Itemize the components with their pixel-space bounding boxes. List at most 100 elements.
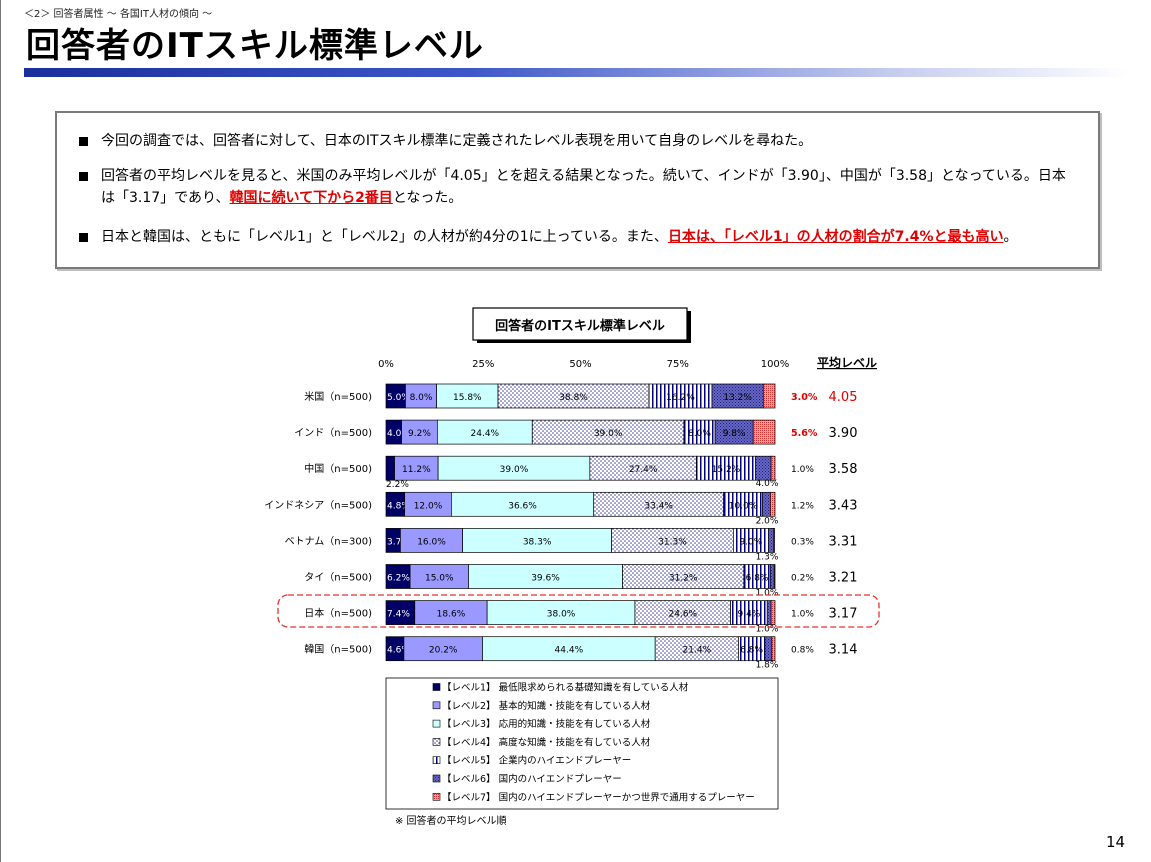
bullet-square-icon	[79, 137, 88, 146]
data-label: 12.0%	[414, 501, 443, 511]
average-level-value: 3.17	[829, 607, 858, 622]
bar-segment	[752, 419, 776, 445]
data-label: 31.3%	[658, 537, 687, 547]
summary-bullet-3-highlight: 日本は、「レベル1」の人材の割合が7.4%と最も高い	[667, 229, 1004, 245]
bar-segment	[468, 564, 623, 589]
data-label: 20.2%	[429, 646, 458, 656]
data-label: 39.6%	[531, 574, 560, 584]
data-label: 38.8%	[559, 393, 588, 403]
bar-segment	[401, 419, 438, 445]
data-label: 8.0%	[688, 429, 711, 439]
bar-segment	[762, 383, 776, 409]
legend-swatch	[432, 792, 441, 801]
bar-segment	[385, 600, 416, 625]
summary-bullet-2: 回答者の平均レベルを見ると、米国のみ平均レベルが「4.05」とを超える結果となっ…	[79, 165, 1079, 209]
bar-segment	[773, 564, 776, 589]
data-label: 1.0%	[756, 625, 779, 635]
data-label: 31.2%	[669, 574, 698, 584]
bar-segment	[766, 600, 772, 625]
bar-segment	[738, 636, 766, 662]
legend-label: 【レベル2】 基本的知識・技能を有している人材	[442, 700, 651, 712]
data-label: 6.2%	[387, 574, 410, 584]
data-label: 16.0%	[417, 537, 446, 547]
data-label: 1.8%	[756, 661, 779, 671]
bullet-square-icon	[79, 172, 88, 181]
data-label: 39.0%	[500, 465, 529, 475]
bar-segment	[770, 600, 776, 625]
average-level-value: 3.14	[829, 643, 858, 658]
data-label: 7.4%	[387, 610, 410, 620]
average-level-value: 3.58	[829, 462, 858, 477]
bar-segment	[409, 564, 469, 589]
x-tick-label: 75%	[667, 359, 689, 370]
bar-segment	[486, 600, 636, 625]
summary-bullet-3-pre: 日本と韓国は、ともに「レベル1」と「レベル2」の人材が約4分の1に上っている。ま…	[101, 229, 668, 245]
data-label: 1.2%	[791, 501, 814, 511]
data-label: 10.0%	[729, 501, 758, 511]
bar-segment	[769, 564, 775, 589]
average-level-value: 3.31	[829, 534, 858, 549]
bar-segment	[403, 636, 483, 662]
legend-label: 【レベル4】 高度な知識・技能を有している人材	[442, 736, 651, 748]
data-label: 13.2%	[723, 393, 752, 403]
japan-highlight-frame	[277, 594, 880, 628]
bar-segment	[436, 383, 499, 409]
bar-segment	[730, 600, 768, 625]
breadcrumb: ＜2＞ 回答者属性 ～ 各国IT人材の傾向 ～	[24, 9, 213, 20]
bar-segment	[771, 636, 776, 662]
summary-bullet-1-text: 今回の調査では、回答者に対して、日本のITスキル標準に定義されたレベル表現を用い…	[101, 133, 813, 149]
data-label: 5.0%	[387, 393, 410, 403]
data-label: 1.3%	[756, 552, 779, 562]
data-label: 18.6%	[437, 610, 466, 620]
summary-bullet-3: 日本と韓国は、ともに「レベル1」と「レベル2」の人材が約4分の1に上っている。ま…	[79, 226, 1079, 248]
data-label: 36.6%	[508, 501, 537, 511]
data-label: 1.0%	[756, 589, 779, 599]
data-label: 0.3%	[791, 537, 814, 547]
summary-bullet-3-post: 。	[1003, 229, 1018, 245]
x-tick-label: 50%	[569, 359, 591, 370]
data-label: 4.8%	[387, 501, 410, 511]
legend-swatch	[432, 701, 441, 710]
legend-label: 【レベル6】 国内のハイエンドプレーヤー	[442, 773, 622, 785]
bar-segment	[683, 419, 716, 445]
chart-legend: 【レベル1】 最低限求められる基礎知識を有している人材【レベル2】 基本的知識・…	[432, 682, 755, 803]
data-label: 16.2%	[666, 393, 695, 403]
data-label: 44.4%	[555, 646, 584, 656]
legend-label: 【レベル7】 国内のハイエンドプレーヤーかつ世界で通用するプレーヤー	[442, 791, 755, 803]
bar-segment	[743, 564, 771, 589]
summary-bullet-2-post: となった。	[392, 190, 463, 206]
data-label: 4.6%	[387, 646, 410, 656]
legend-label: 【レベル1】 最低限求められる基礎知識を有している人材	[442, 682, 689, 694]
data-label: 6.8%	[740, 646, 763, 656]
bar-segment	[405, 383, 437, 409]
data-label: 6.8%	[746, 574, 769, 584]
data-label: 4.0%	[756, 479, 779, 489]
bar-segment	[400, 528, 463, 553]
bar-segment	[773, 528, 775, 553]
data-label: 4.0%	[387, 429, 410, 439]
legend-swatch	[432, 683, 441, 691]
chart-row: タイ（n=500) 6.2% 15.0% 39.6% 31.2% 6.8% 1.0% 0.2%…	[304, 564, 857, 599]
bar-segment	[611, 528, 734, 553]
bar-segment	[385, 455, 395, 481]
bar-segment	[648, 383, 713, 409]
bar-segment	[531, 419, 685, 445]
data-label: 9.8%	[723, 429, 746, 439]
bar-segment	[593, 491, 725, 517]
bar-segment	[622, 564, 745, 589]
data-label: 39.0%	[594, 429, 623, 439]
data-label: 9.2%	[408, 429, 431, 439]
bar-segment	[497, 383, 650, 409]
legend-swatch	[432, 774, 441, 783]
data-label: 33.4%	[644, 501, 673, 511]
chart-row: 韓国（n=500) 4.6% 20.2% 44.4% 21.4% 6.8% 1.8% 0.8%…	[304, 636, 858, 671]
average-level-value: 3.43	[829, 498, 858, 513]
legend-swatch	[432, 719, 441, 728]
category-label: タイ（n=500)	[304, 572, 372, 584]
bar-segment	[404, 491, 452, 517]
data-label: 1.0%	[791, 610, 814, 620]
bar-segment	[589, 455, 697, 481]
x-tick-label: 0%	[378, 359, 394, 370]
bar-segment	[770, 455, 776, 481]
